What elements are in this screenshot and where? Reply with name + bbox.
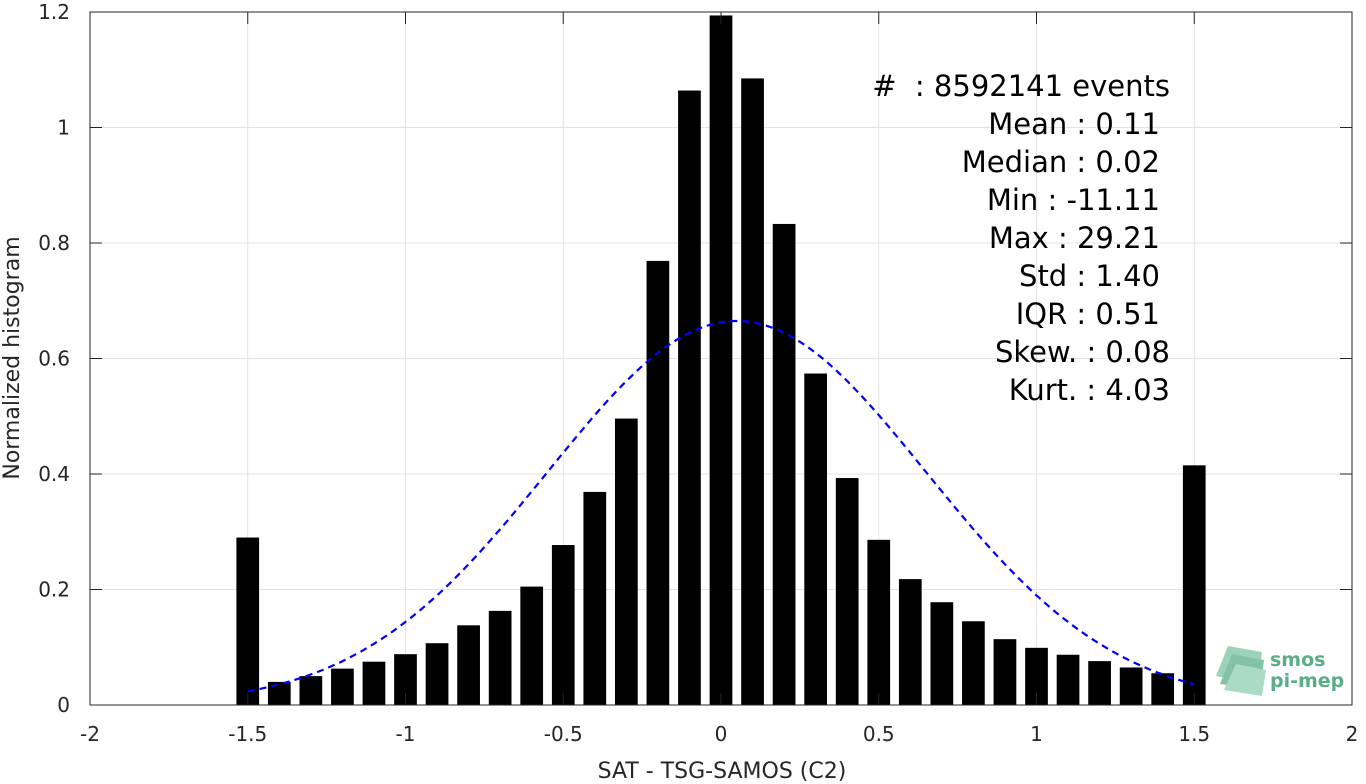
histogram-bar xyxy=(1056,654,1080,705)
histogram-bar xyxy=(583,491,607,705)
x-tick-label: 1 xyxy=(1030,722,1043,746)
y-tick-label: 0 xyxy=(57,693,70,717)
x-tick-label: 1.5 xyxy=(1178,722,1210,746)
histogram-bar xyxy=(520,586,544,705)
y-tick-label: 0.6 xyxy=(38,347,70,371)
stats-iqr: IQR : 0.51 xyxy=(1016,297,1160,331)
histogram-bar xyxy=(1119,667,1143,705)
y-tick-label: 0.2 xyxy=(38,578,70,602)
x-tick-label: -1.5 xyxy=(228,722,267,746)
histogram-bar xyxy=(1151,673,1175,705)
histogram-bar xyxy=(267,681,291,705)
histogram-bar xyxy=(1025,647,1048,705)
histogram-bar xyxy=(394,654,417,705)
logo-text-line2: pi-mep xyxy=(1270,670,1344,692)
stats-min: Min : -11.11 xyxy=(987,183,1160,217)
logo-text-line1: smos xyxy=(1270,649,1325,671)
x-tick-label: -0.5 xyxy=(544,722,583,746)
histogram-bar xyxy=(772,223,796,705)
histogram-bar xyxy=(678,90,701,706)
y-tick-label: 0.8 xyxy=(38,231,70,255)
histogram-bar xyxy=(741,78,764,706)
y-tick-label: 1 xyxy=(57,116,70,140)
stats-mean: Mean : 0.11 xyxy=(988,107,1160,141)
histogram-bar xyxy=(993,639,1017,705)
x-tick-label: 0.5 xyxy=(863,722,895,746)
logo-icon xyxy=(1216,646,1266,696)
statistics-box: # : 8592141 events Mean : 0.11 Median : … xyxy=(872,69,1170,407)
x-tick-label: -1 xyxy=(396,722,416,746)
x-tick-label: 2 xyxy=(1346,722,1359,746)
x-tick-label: -2 xyxy=(80,722,100,746)
histogram-bar xyxy=(299,676,323,705)
y-tick-label: 1.2 xyxy=(38,0,70,24)
histogram-bar xyxy=(646,260,670,705)
histogram-bar xyxy=(804,373,828,705)
histogram-bar xyxy=(614,418,638,705)
histogram-bar xyxy=(362,661,386,705)
histogram-bar xyxy=(488,610,512,705)
x-tick-label: 0 xyxy=(715,722,728,746)
histogram-bar xyxy=(1088,661,1111,705)
gaussian-fit-curve xyxy=(247,319,1195,693)
histogram-bar xyxy=(425,643,449,705)
histogram-bar xyxy=(457,625,480,705)
histogram-bar xyxy=(962,621,985,705)
stats-max: Max : 29.21 xyxy=(989,221,1160,255)
y-tick-labels: 0 0.2 0.4 0.6 0.8 1 1.2 xyxy=(38,0,70,717)
histogram-bar xyxy=(930,602,954,705)
histogram-bar xyxy=(835,478,859,705)
histogram-bar xyxy=(709,15,733,705)
histogram-bar xyxy=(898,579,922,705)
y-axis-label: Normalized histogram xyxy=(0,236,25,479)
stats-std: Std : 1.40 xyxy=(1019,259,1160,293)
x-axis-label: SAT - TSG-SAMOS (C2) xyxy=(598,759,847,784)
histogram-bars xyxy=(236,15,1206,706)
smos-pi-mep-logo: smos pi-mep xyxy=(1216,646,1344,696)
y-tick-label: 0.4 xyxy=(38,462,70,486)
axes xyxy=(89,11,1353,706)
stats-skew: Skew. : 0.08 xyxy=(995,335,1170,369)
stats-median: Median : 0.02 xyxy=(962,145,1160,179)
histogram-bar xyxy=(1182,465,1206,705)
histogram-bar xyxy=(236,537,260,705)
x-tick-labels: -2 -1.5 -1 -0.5 0 0.5 1 1.5 2 xyxy=(80,722,1358,746)
histogram-bar xyxy=(867,539,891,705)
stats-events: # : 8592141 events xyxy=(872,69,1170,103)
histogram-bar xyxy=(331,668,354,705)
histogram-bar xyxy=(551,545,575,705)
stats-kurt: Kurt. : 4.03 xyxy=(1009,373,1170,407)
